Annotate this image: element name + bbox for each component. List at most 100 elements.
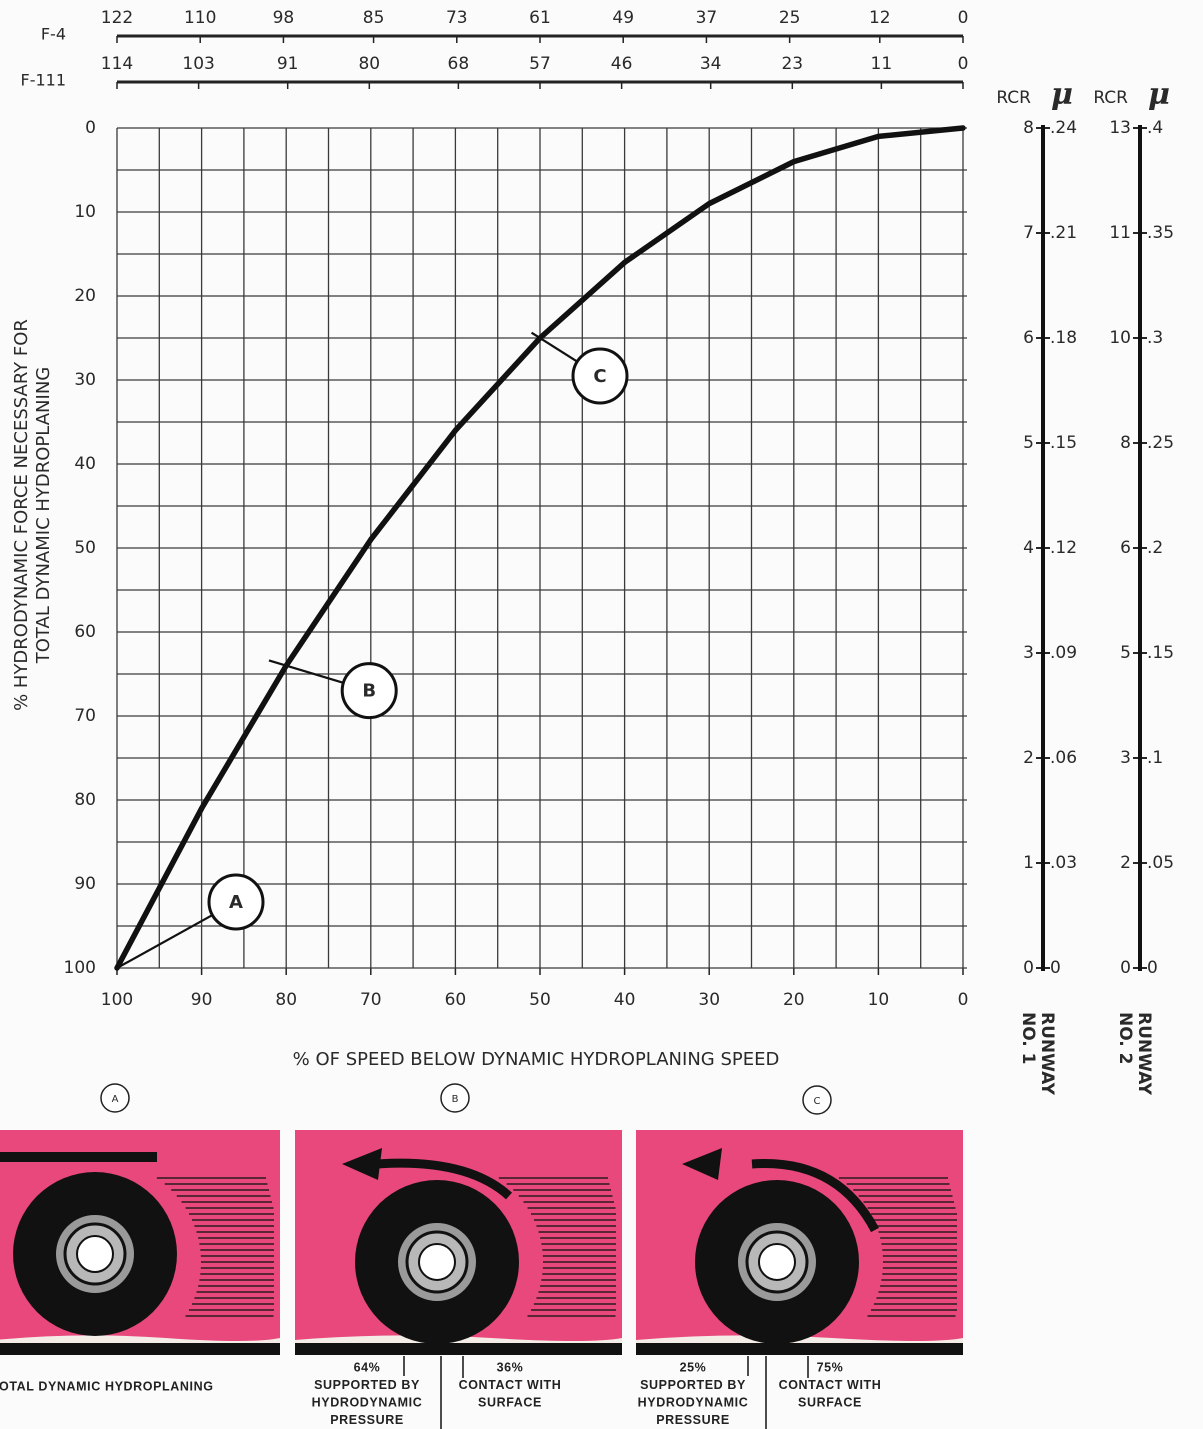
panel-caption: SURFACE: [478, 1395, 542, 1409]
top-tick-label: 0: [958, 8, 969, 28]
top-tick-label: 68: [448, 54, 470, 74]
panel-caption: CONTACT WITH: [779, 1378, 882, 1392]
panel-caption: TOTAL DYNAMIC HYDROPLANING: [0, 1379, 214, 1393]
panel-caption: SUPPORTED BY: [640, 1378, 746, 1392]
chart: % OF SPEED BELOW DYNAMIC HYDROPLANING SP…: [0, 0, 1203, 1429]
x-tick-label: 60: [445, 990, 467, 1010]
panel-caption: PRESSURE: [656, 1413, 730, 1427]
scale-rcr-label: 8: [1120, 433, 1131, 453]
y-axis-title: % HYDRODYNAMIC FORCE NECESSARY FOR: [11, 319, 32, 711]
scale-rcr-label: 4: [1023, 538, 1034, 558]
top-tick-label: 110: [184, 8, 216, 28]
runway-surface: [0, 1343, 280, 1355]
top-tick-label: 49: [612, 8, 634, 28]
scale-rcr-label: 3: [1120, 748, 1131, 768]
scale-rcr-label: 2: [1120, 853, 1131, 873]
y-axis-title: TOTAL DYNAMIC HYDROPLANING: [33, 367, 54, 664]
top-tick-label: 12: [869, 8, 891, 28]
panel-marker-label: C: [814, 1096, 821, 1107]
top-tick-label: 122: [101, 8, 133, 28]
scale-rcr-label: 7: [1023, 223, 1034, 243]
scale-mu-label: .09: [1050, 643, 1077, 663]
scale-mu-label: .06: [1050, 748, 1077, 768]
top-tick-label: 25: [779, 8, 801, 28]
scale-mu-header: μ: [1148, 77, 1170, 112]
scale-rcr-label: 11: [1109, 223, 1131, 243]
scale-rcr-label: 6: [1120, 538, 1131, 558]
x-tick-label: 50: [529, 990, 551, 1010]
scale-mu-label: .4: [1147, 118, 1163, 138]
scale-rcr-label: 1: [1023, 853, 1034, 873]
y-tick-label: 80: [74, 790, 96, 810]
scale-mu-label: .3: [1147, 328, 1163, 348]
y-tick-label: 40: [74, 454, 96, 474]
scale-mu-label: .12: [1050, 538, 1077, 558]
scale-mu-label: .25: [1147, 433, 1174, 453]
panel-caption: SUPPORTED BY: [314, 1378, 420, 1392]
panel-caption: SURFACE: [798, 1395, 862, 1409]
y-tick-label: 0: [85, 118, 96, 138]
top-tick-label: 34: [700, 54, 722, 74]
scale-rcr-label: 8: [1023, 118, 1034, 138]
y-tick-label: 90: [74, 874, 96, 894]
x-tick-label: 10: [868, 990, 890, 1010]
x-tick-label: 0: [958, 990, 969, 1010]
top-tick-label: 73: [446, 8, 468, 28]
scale-rcr-label: 3: [1023, 643, 1034, 663]
y-tick-label: 70: [74, 706, 96, 726]
scale-label: NO. 1: [1018, 1012, 1038, 1065]
y-tick-label: 10: [74, 202, 96, 222]
wheel-hub: [77, 1236, 113, 1272]
scale-rcr-label: 6: [1023, 328, 1034, 348]
annotation-label: A: [229, 892, 243, 913]
top-tick-label: 23: [781, 54, 803, 74]
top-axis-name: F-111: [20, 71, 66, 90]
scale-mu-label: 0: [1050, 958, 1061, 978]
panel-caption: 64%: [354, 1360, 381, 1374]
y-tick-label: 100: [64, 958, 96, 978]
top-axis-name: F-4: [41, 25, 66, 44]
panel-caption: 36%: [497, 1360, 524, 1374]
panel-caption: CONTACT WITH: [459, 1378, 562, 1392]
top-tick-label: 61: [529, 8, 551, 28]
scale-rcr-label: 10: [1109, 328, 1131, 348]
y-tick-label: 30: [74, 370, 96, 390]
top-tick-label: 85: [363, 8, 385, 28]
scale-label: RUNWAY: [1037, 1012, 1057, 1096]
scale-mu-label: .24: [1050, 118, 1077, 138]
top-tick-label: 0: [958, 54, 969, 74]
panel-caption: HYDRODYNAMIC: [638, 1395, 749, 1409]
top-tick-label: 114: [101, 54, 133, 74]
panel-marker-label: A: [112, 1094, 119, 1105]
panel-caption: PRESSURE: [330, 1413, 404, 1427]
scale-rcr-header: RCR: [996, 88, 1031, 108]
top-tick-label: 91: [277, 54, 299, 74]
scale-rcr-label: 13: [1109, 118, 1131, 138]
scale-mu-label: .2: [1147, 538, 1163, 558]
panel-caption: 25%: [680, 1360, 707, 1374]
x-tick-label: 20: [783, 990, 805, 1010]
scale-rcr-label: 0: [1120, 958, 1131, 978]
x-tick-label: 40: [614, 990, 636, 1010]
scale-mu-header: μ: [1051, 77, 1073, 112]
runway-surface: [636, 1343, 963, 1355]
scale-mu-label: .35: [1147, 223, 1174, 243]
scale-rcr-label: 0: [1023, 958, 1034, 978]
panel-caption: HYDRODYNAMIC: [312, 1395, 423, 1409]
scale-rcr-label: 5: [1120, 643, 1131, 663]
top-tick-label: 46: [611, 54, 633, 74]
x-tick-label: 100: [101, 990, 133, 1010]
x-tick-label: 30: [698, 990, 720, 1010]
panel-caption: 75%: [817, 1360, 844, 1374]
scale-label: NO. 2: [1115, 1012, 1135, 1065]
scale-rcr-label: 2: [1023, 748, 1034, 768]
scale-mu-label: .15: [1050, 433, 1077, 453]
y-tick-label: 20: [74, 286, 96, 306]
x-tick-label: 90: [191, 990, 213, 1010]
runway-surface: [295, 1343, 622, 1355]
x-axis-title: % OF SPEED BELOW DYNAMIC HYDROPLANING SP…: [293, 1049, 780, 1070]
top-tick-label: 37: [696, 8, 718, 28]
scale-mu-label: .03: [1050, 853, 1077, 873]
scale-rcr-header: RCR: [1093, 88, 1128, 108]
y-tick-label: 60: [74, 622, 96, 642]
